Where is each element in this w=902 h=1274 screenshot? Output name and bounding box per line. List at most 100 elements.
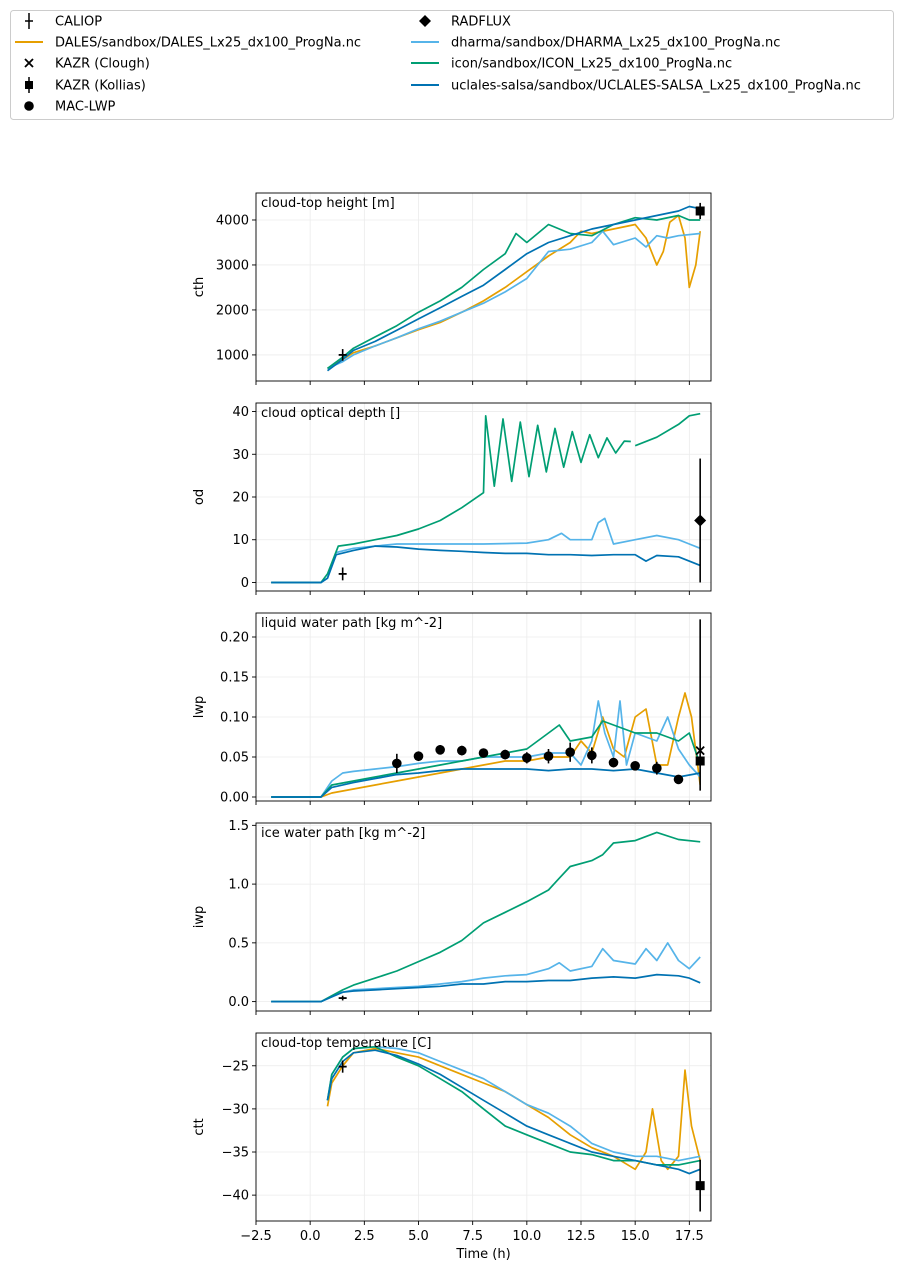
y-tick-label: 0.05 <box>220 751 249 766</box>
legend: CALIOP DALES/sandbox/DALES_Lx25_dx100_Pro… <box>10 10 894 120</box>
axes-frame <box>255 822 712 1012</box>
series-group <box>326 205 702 372</box>
series-group <box>271 831 701 1003</box>
panel-iwp: 0.0 0.5 1.0 1.5 ice water path [kg m^-2] iwp <box>192 819 712 1015</box>
observations <box>338 995 347 1001</box>
series-line-icon <box>271 720 702 798</box>
panel-lwp: 0.00 0.05 0.10 0.15 0.20 liquid water path [k… <box>192 612 712 806</box>
legend-entry: RADFLUX <box>419 15 511 30</box>
y-tick-label: 10 <box>232 533 249 548</box>
x-tick-label: 17.5 <box>675 1229 704 1244</box>
x-tick-label: 10.0 <box>512 1229 541 1244</box>
legend-entry: dharma/sandbox/DHARMA_Lx25_dx100_ProgNa.… <box>411 36 780 51</box>
legend-marker-swatch <box>419 15 431 27</box>
y-tick-label: 0.20 <box>220 631 249 646</box>
legend-entry: uclales-salsa/sandbox/UCLALES-SALSA_Lx25… <box>411 79 861 94</box>
obs-mac-lwp-point <box>522 753 532 763</box>
y-tick-label: 1.0 <box>228 878 249 893</box>
observations <box>392 619 705 791</box>
axes-frame <box>255 612 712 802</box>
legend-label: dharma/sandbox/DHARMA_Lx25_dx100_ProgNa.… <box>451 36 780 51</box>
legend-entry: KAZR (Clough) <box>24 57 150 72</box>
obs-mac-lwp-point <box>435 745 445 755</box>
legend-entry: CALIOP <box>25 13 102 30</box>
series-line-icon <box>326 1045 701 1166</box>
series-group <box>271 412 701 584</box>
y-tick-label: 0.10 <box>220 711 249 726</box>
obs-mac-lwp-point <box>478 748 489 758</box>
legend-label: CALIOP <box>55 15 102 30</box>
obs-mac-lwp-point <box>652 763 662 773</box>
y-tick-label: −35 <box>222 1146 249 1161</box>
series-line-dharma <box>271 700 701 798</box>
series-line-dharma <box>271 942 701 1003</box>
y-tick-label: 30 <box>232 448 249 463</box>
series-line-icon-tail <box>634 412 701 447</box>
y-tick-label: −25 <box>222 1059 249 1074</box>
panel-title: ice water path [kg m^-2] <box>261 826 425 841</box>
y-tick-label: 0.5 <box>228 936 249 951</box>
series-line-uclales-salsa <box>271 545 701 584</box>
x-tick-label: −2.5 <box>240 1229 272 1244</box>
panel-title: liquid water path [kg m^-2] <box>261 616 442 631</box>
series-line-uclales-salsa <box>271 973 701 1003</box>
panel-ctt: −40 −35 −30 −25 cloud-top temperature [C] ctt… <box>192 1032 712 1262</box>
obs-mac-lwp-point <box>630 761 640 771</box>
y-tick-label: 40 <box>232 405 249 420</box>
legend-marker-swatch <box>25 81 33 89</box>
y-tick-label: 0 <box>241 576 249 591</box>
obs-mac-lwp-point <box>673 774 684 785</box>
y-axis-label: lwp <box>192 696 207 719</box>
obs-mac-lwp-point <box>608 757 619 768</box>
legend-label: KAZR (Clough) <box>55 57 150 72</box>
legend-label: KAZR (Kollias) <box>55 79 146 94</box>
legend-entry: MAC-LWP <box>24 100 116 115</box>
y-tick-label: 3000 <box>216 258 249 273</box>
observations <box>338 202 705 361</box>
y-tick-label: 0.0 <box>228 995 249 1010</box>
series-line-uclales-salsa <box>271 768 701 798</box>
y-tick-label: 2000 <box>216 303 249 318</box>
obs-mac-lwp-point <box>500 749 510 760</box>
observations <box>338 458 707 583</box>
x-tick-label: 15.0 <box>621 1229 650 1244</box>
x-tick-label: 12.5 <box>567 1229 596 1244</box>
legend-entry: KAZR (Kollias) <box>25 77 146 94</box>
y-axis-label: cth <box>192 277 207 297</box>
chart-panels: 1000 2000 3000 4000 cloud-top height [m] cth 0… <box>192 192 712 1262</box>
obs-mac-lwp-point <box>457 745 467 756</box>
y-tick-label: −40 <box>222 1189 249 1204</box>
series-line-dharma <box>271 517 701 584</box>
observations <box>338 1060 705 1212</box>
panel-od: 0 10 20 30 40 cloud optical depth [] od <box>192 402 712 595</box>
panel-title: cloud-top temperature [C] <box>261 1036 431 1051</box>
y-tick-label: 0.15 <box>220 671 249 686</box>
legend-label: RADFLUX <box>451 15 511 30</box>
axes-frame <box>255 1032 712 1222</box>
y-axis-label: od <box>192 489 207 505</box>
panel-title: cloud optical depth [] <box>261 406 400 421</box>
series-group <box>271 692 702 798</box>
x-tick-label: 2.5 <box>354 1229 375 1244</box>
y-tick-label: 0.00 <box>220 791 249 806</box>
obs-mac-lwp-point <box>587 750 597 761</box>
y-tick-label: −30 <box>222 1102 249 1117</box>
obs-mac-lwp-point <box>543 751 554 761</box>
legend-label: icon/sandbox/ICON_Lx25_dx100_ProgNa.nc <box>451 57 732 72</box>
series-line-icon <box>326 214 701 370</box>
y-tick-label: 1000 <box>216 348 249 363</box>
series-line-uclales-salsa <box>326 1049 701 1175</box>
obs-kazr-kollias-point <box>695 1181 705 1191</box>
series-line-icon <box>271 831 701 1003</box>
legend-label: MAC-LWP <box>55 100 116 115</box>
panel-title: cloud-top height [m] <box>261 196 395 211</box>
legend-label: DALES/sandbox/DALES_Lx25_dx100_ProgNa.nc <box>55 36 361 51</box>
x-axis-label: Time (h) <box>455 1247 510 1262</box>
legend-marker-swatch <box>24 58 34 68</box>
panel-cth: 1000 2000 3000 4000 cloud-top height [m] cth <box>192 192 712 385</box>
series-line-icon <box>271 414 631 584</box>
legend-frame <box>10 10 894 120</box>
y-tick-label: 1.5 <box>228 819 249 834</box>
obs-mac-lwp-point <box>565 747 575 757</box>
